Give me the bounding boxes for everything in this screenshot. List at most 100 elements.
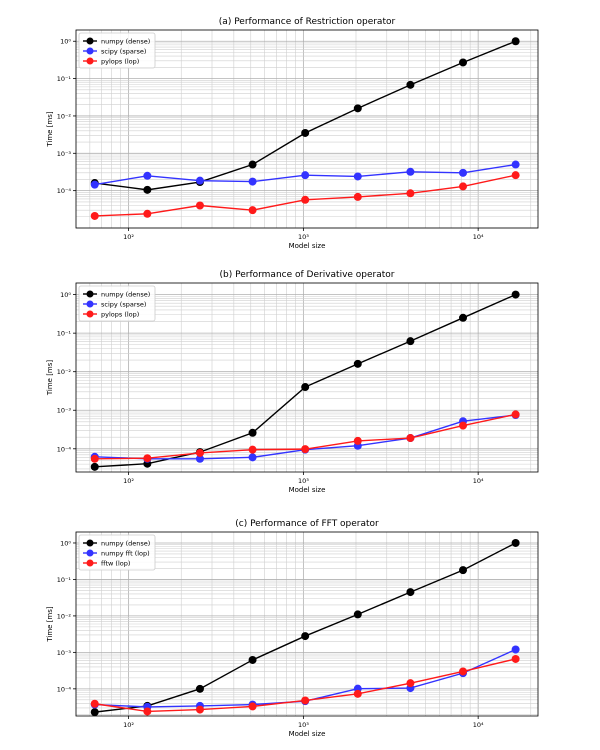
legend-label: numpy fft (lop) bbox=[101, 549, 150, 557]
legend-label: numpy (dense) bbox=[101, 290, 150, 298]
y-tick-label: 10⁻² bbox=[57, 368, 72, 376]
data-point bbox=[511, 654, 520, 663]
chart-title: (b) Performance of Derivative operator bbox=[220, 270, 395, 280]
x-axis-label: Model size bbox=[289, 486, 326, 494]
data-point bbox=[248, 453, 257, 462]
data-point bbox=[248, 160, 257, 169]
chart-title: (c) Performance of FFT operator bbox=[235, 519, 379, 529]
data-point bbox=[353, 172, 362, 181]
data-point bbox=[195, 684, 204, 693]
x-tick-label: 10⁴ bbox=[473, 477, 484, 485]
data-point bbox=[459, 182, 468, 191]
y-tick-label: 10⁻⁴ bbox=[57, 685, 72, 693]
chart-panel-1: 10² 10³ 10⁴ 10⁻⁴ 10⁻³ 10⁻² 10⁻¹ 10⁰ (a) Performa… bbox=[46, 17, 539, 250]
chart-panel-2: 10² 10³ 10⁴ 10⁻⁴ 10⁻³ 10⁻² 10⁻¹ 10⁰ (b) Performa… bbox=[46, 270, 539, 494]
data-point bbox=[195, 705, 204, 714]
data-point bbox=[511, 538, 520, 547]
legend-marker bbox=[86, 559, 94, 567]
y-tick-label: 10⁻¹ bbox=[57, 576, 72, 584]
data-point bbox=[459, 58, 468, 67]
legend: numpy (dense) scipy (sparse) pylops (lop) bbox=[78, 285, 156, 322]
data-point bbox=[406, 189, 415, 198]
data-point bbox=[459, 313, 468, 322]
data-point bbox=[195, 201, 204, 210]
data-point bbox=[143, 185, 152, 194]
data-point bbox=[195, 454, 204, 463]
data-point bbox=[248, 177, 257, 186]
data-point bbox=[406, 167, 415, 176]
y-tick-label: 10⁰ bbox=[60, 38, 71, 46]
y-tick-label: 10⁻² bbox=[57, 612, 72, 620]
x-tick-label: 10³ bbox=[298, 233, 309, 241]
data-point bbox=[195, 176, 204, 185]
data-point bbox=[248, 206, 257, 215]
data-point bbox=[301, 445, 310, 454]
legend-box bbox=[78, 285, 156, 322]
legend: numpy (dense) scipy (sparse) pylops (lop) bbox=[78, 32, 156, 69]
legend-label: pylops (lop) bbox=[101, 310, 139, 318]
x-tick-label: 10³ bbox=[298, 477, 309, 485]
legend-marker bbox=[86, 300, 94, 308]
data-point bbox=[143, 209, 152, 218]
data-point bbox=[90, 211, 99, 220]
axes-frame bbox=[75, 29, 539, 229]
legend-label: pylops (lop) bbox=[101, 57, 139, 65]
data-point bbox=[511, 645, 520, 654]
data-point bbox=[511, 290, 520, 299]
y-tick-label: 10⁻⁴ bbox=[57, 187, 72, 195]
x-axis-label: Model size bbox=[289, 730, 326, 738]
y-tick-label: 10⁻⁴ bbox=[57, 445, 72, 453]
data-point bbox=[353, 359, 362, 368]
data-point bbox=[90, 699, 99, 708]
chart-panel-3: 10² 10³ 10⁴ 10⁻⁴ 10⁻³ 10⁻² 10⁻¹ 10⁰ (c) Performa… bbox=[46, 519, 539, 738]
data-point bbox=[143, 454, 152, 463]
axes-frame bbox=[75, 531, 539, 717]
y-tick-label: 10⁻² bbox=[57, 112, 72, 120]
legend-label: fftw (lop) bbox=[101, 559, 130, 567]
data-point bbox=[301, 171, 310, 180]
legend-marker bbox=[86, 37, 94, 45]
legend-box bbox=[78, 32, 156, 69]
y-tick-label: 10⁻³ bbox=[57, 150, 72, 158]
legend-label: numpy (dense) bbox=[101, 37, 150, 45]
legend-marker bbox=[86, 290, 94, 298]
x-tick-label: 10⁴ bbox=[473, 721, 484, 729]
data-point bbox=[406, 80, 415, 89]
data-point bbox=[301, 696, 310, 705]
legend-label: scipy (sparse) bbox=[101, 300, 146, 308]
data-point bbox=[511, 160, 520, 169]
data-point bbox=[90, 454, 99, 463]
data-point bbox=[143, 171, 152, 180]
data-point bbox=[459, 566, 468, 575]
data-point bbox=[511, 37, 520, 46]
data-point bbox=[459, 168, 468, 177]
data-point bbox=[248, 655, 257, 664]
x-tick-label: 10² bbox=[123, 477, 134, 485]
data-point bbox=[301, 128, 310, 137]
y-tick-label: 10⁻¹ bbox=[57, 75, 72, 83]
y-axis-label: Time [ms] bbox=[46, 606, 54, 643]
legend-marker bbox=[86, 549, 94, 557]
legend-marker bbox=[86, 310, 94, 318]
y-tick-label: 10⁻¹ bbox=[57, 330, 72, 338]
data-point bbox=[90, 180, 99, 189]
data-point bbox=[90, 708, 99, 717]
data-point bbox=[353, 436, 362, 445]
legend-marker bbox=[86, 47, 94, 55]
data-point bbox=[406, 434, 415, 443]
data-point bbox=[406, 588, 415, 597]
x-tick-label: 10² bbox=[123, 721, 134, 729]
data-point bbox=[511, 410, 520, 419]
data-point bbox=[248, 428, 257, 437]
data-point bbox=[353, 610, 362, 619]
data-point bbox=[459, 421, 468, 430]
data-point bbox=[353, 104, 362, 113]
legend: numpy (dense) numpy fft (lop) fftw (lop) bbox=[78, 534, 156, 571]
x-tick-label: 10² bbox=[123, 233, 134, 241]
x-tick-label: 10³ bbox=[298, 721, 309, 729]
y-tick-label: 10⁰ bbox=[60, 539, 71, 547]
y-tick-label: 10⁻³ bbox=[57, 649, 72, 657]
legend-marker bbox=[86, 539, 94, 547]
data-point bbox=[248, 445, 257, 454]
